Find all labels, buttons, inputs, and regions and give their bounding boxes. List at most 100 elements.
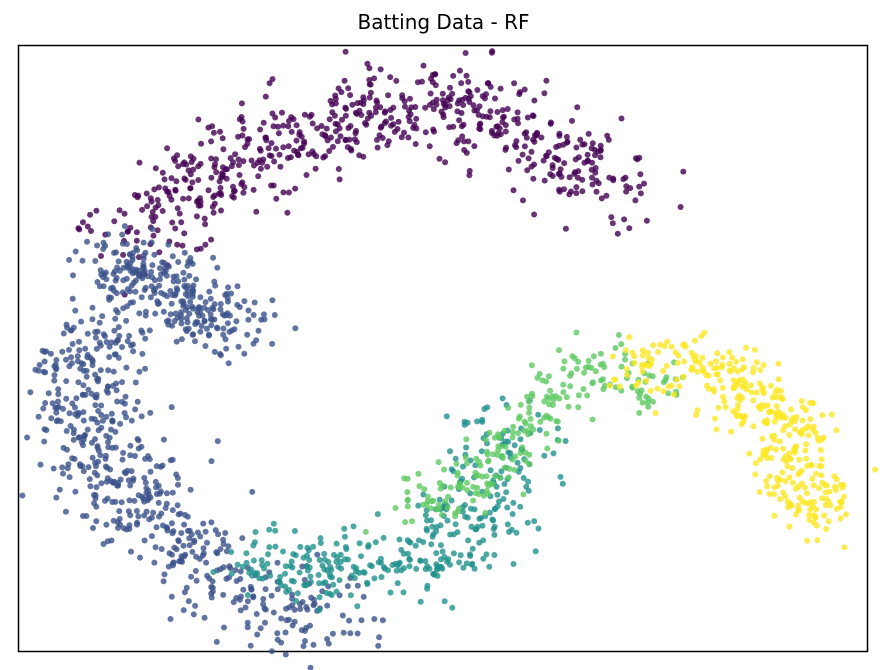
scatter-point <box>108 294 115 301</box>
scatter-point <box>527 416 534 422</box>
scatter-point <box>175 278 182 285</box>
scatter-point <box>74 353 81 360</box>
scatter-point <box>155 184 162 191</box>
scatter-point <box>660 379 667 386</box>
scatter-point <box>753 359 760 366</box>
scatter-point <box>115 337 121 344</box>
scatter-point <box>502 146 509 153</box>
scatter-point <box>271 312 278 318</box>
scatter-point <box>239 563 246 570</box>
scatter-point <box>606 174 613 181</box>
scatter-point <box>456 67 463 74</box>
scatter-point <box>480 555 487 562</box>
scatter-point <box>136 254 142 261</box>
scatter-point <box>94 242 101 249</box>
scatter-point <box>809 475 816 482</box>
scatter-point <box>217 301 224 307</box>
scatter-point <box>513 144 520 151</box>
scatter-point <box>782 423 789 430</box>
scatter-point <box>314 125 321 132</box>
scatter-point <box>609 220 616 227</box>
scatter-point <box>751 346 758 353</box>
scatter-point <box>70 436 77 443</box>
scatter-point <box>138 443 145 450</box>
scatter-point <box>59 348 66 355</box>
scatter-point <box>405 550 411 557</box>
scatter-point <box>336 176 343 183</box>
scatter-point <box>106 354 113 360</box>
scatter-point <box>62 508 69 515</box>
scatter-point <box>194 319 201 326</box>
scatter-point <box>265 145 272 152</box>
scatter-point <box>202 343 209 349</box>
scatter-point <box>187 171 194 178</box>
scatter-point <box>476 539 483 546</box>
scatter-point <box>631 360 638 366</box>
scatter-point <box>135 437 142 444</box>
scatter-point <box>595 180 602 187</box>
scatter-point <box>648 360 654 367</box>
scatter-point <box>282 651 289 658</box>
scatter-point <box>193 577 200 584</box>
scatter-point <box>711 365 718 372</box>
scatter-point <box>128 417 135 424</box>
scatter-point <box>477 120 484 127</box>
scatter-point <box>773 446 780 453</box>
scatter-point <box>694 368 701 375</box>
scatter-point <box>452 513 459 520</box>
scatter-point <box>465 537 472 544</box>
scatter-point <box>358 617 365 624</box>
scatter-point <box>127 442 134 449</box>
scatter-point <box>78 439 85 446</box>
scatter-point <box>189 293 196 300</box>
scatter-point <box>565 403 572 410</box>
scatter-point <box>792 485 799 492</box>
scatter-point <box>27 389 34 396</box>
scatter-point <box>277 163 284 170</box>
scatter-point <box>68 327 75 334</box>
scatter-point <box>719 354 726 361</box>
scatter-point <box>205 187 212 194</box>
scatter-point <box>537 418 544 425</box>
scatter-point <box>837 515 844 522</box>
scatter-point <box>214 324 220 331</box>
scatter-point <box>109 417 116 424</box>
scatter-point <box>152 478 159 485</box>
scatter-point <box>265 551 271 558</box>
scatter-point <box>161 265 168 272</box>
scatter-point <box>404 475 411 482</box>
scatter-point <box>92 371 99 378</box>
scatter-point <box>819 412 826 419</box>
scatter-point <box>172 157 179 164</box>
scatter-point <box>195 177 202 183</box>
scatter-point <box>358 553 364 560</box>
scatter-point <box>458 123 465 130</box>
scatter-point <box>173 178 180 185</box>
scatter-point <box>389 562 396 568</box>
scatter-point <box>111 327 118 334</box>
scatter-point <box>819 495 825 502</box>
scatter-point <box>93 391 100 398</box>
scatter-point <box>696 359 703 366</box>
scatter-point <box>297 145 304 152</box>
scatter-point <box>680 168 687 175</box>
scatter-point <box>304 606 311 613</box>
scatter-point <box>511 80 518 87</box>
scatter-point <box>55 391 62 398</box>
scatter-point <box>582 364 589 371</box>
scatter-point <box>491 473 498 480</box>
scatter-point <box>735 379 742 385</box>
scatter-point <box>244 592 251 598</box>
scatter-point <box>214 264 221 271</box>
scatter-point <box>268 648 275 655</box>
scatter-point <box>460 102 467 108</box>
scatter-point <box>499 107 506 114</box>
scatter-point <box>149 274 156 281</box>
scatter-point <box>228 570 235 577</box>
scatter-point <box>201 215 208 222</box>
scatter-point <box>110 368 117 375</box>
scatter-point <box>189 548 196 555</box>
scatter-point <box>274 636 281 643</box>
scatter-point <box>182 307 189 313</box>
